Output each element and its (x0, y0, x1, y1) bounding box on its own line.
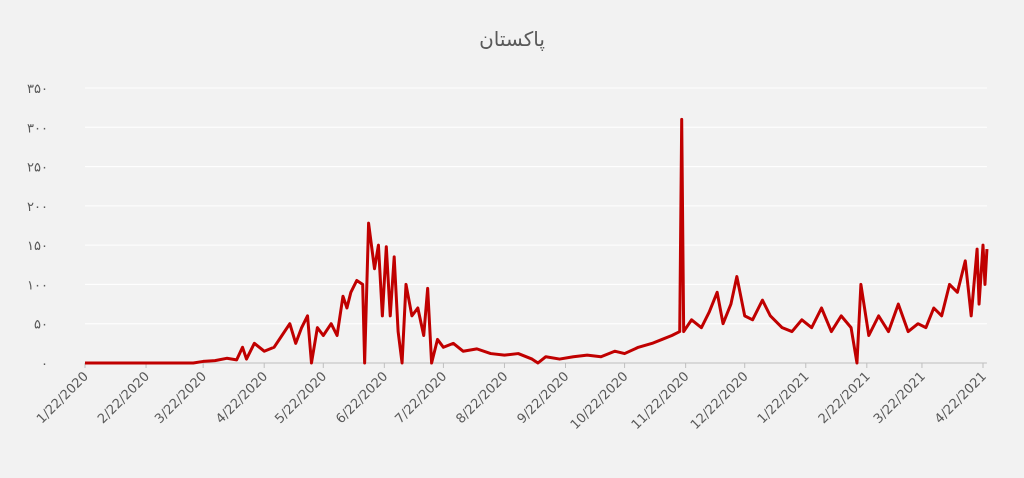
y-tick-label: ۱۵۰ (27, 239, 48, 254)
chart-title: پاکستان (479, 27, 545, 52)
line-series (85, 117, 989, 365)
y-tick-label: ۳۵۰ (27, 82, 48, 97)
y-tick-label: ۱۰۰ (27, 278, 48, 293)
y-tick-label: ۰ (41, 357, 48, 372)
y-tick-label: ۵۰ (34, 318, 48, 333)
y-tick-label: ۳۰۰ (27, 121, 48, 136)
y-tick-label: ۲۵۰ (27, 161, 48, 176)
y-tick-label: ۲۰۰ (27, 200, 48, 215)
